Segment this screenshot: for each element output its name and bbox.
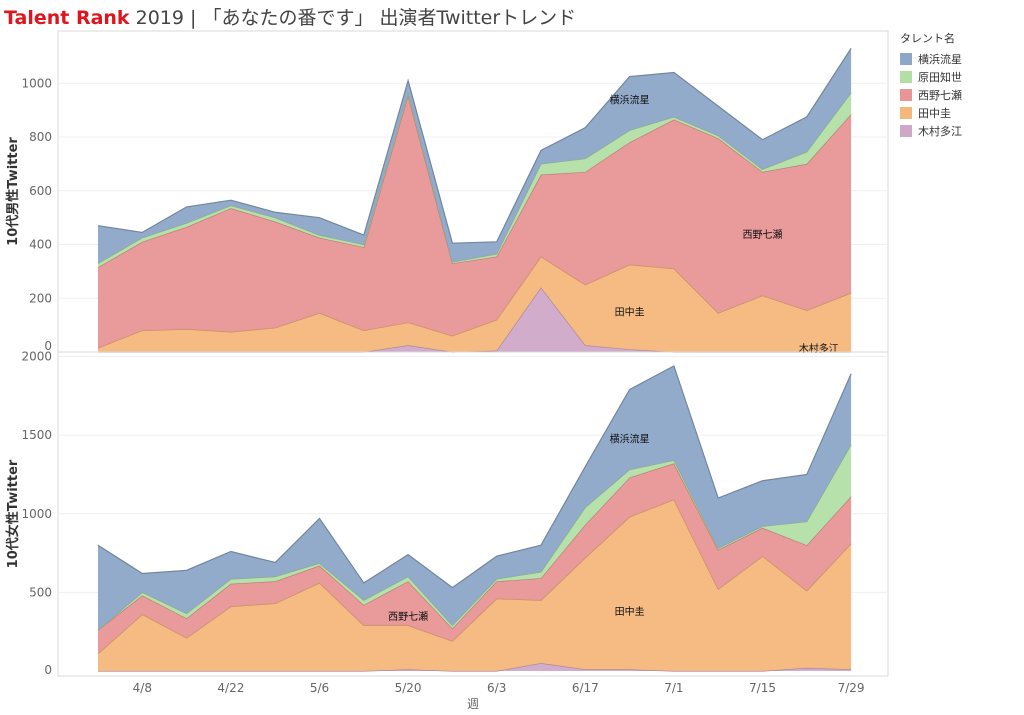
legend-items: 横浜流星原田知世西野七瀬田中圭木村多江 [900, 50, 962, 140]
x-tick-label: 7/1 [664, 681, 683, 695]
legend-title: タレント名 [900, 32, 955, 45]
area-label: 横浜流星 [610, 432, 650, 445]
series-line [97, 48, 852, 244]
area-label: 西野七瀬 [743, 229, 783, 241]
area-label: 木村多江 [799, 342, 839, 355]
legend[interactable]: タレント名 横浜流星原田知世西野七瀬田中圭木村多江 [900, 30, 962, 140]
area-series [98, 499, 852, 671]
legend-item[interactable]: 田中圭 [900, 104, 962, 122]
legend-swatch [900, 89, 912, 101]
legend-label: 木村多江 [918, 125, 962, 138]
title-text: 2019 | 「あなたの番です」 出演者Twitterトレンド [129, 7, 577, 29]
y-tick-label: 200 [29, 291, 52, 305]
legend-item[interactable]: 原田知世 [900, 68, 962, 86]
legend-label: 原田知世 [918, 71, 962, 84]
legend-label: 横浜流星 [918, 53, 962, 66]
area-label: 横浜流星 [610, 93, 650, 106]
y-tick-label: 400 [29, 238, 52, 252]
y-axis-title: 10代女性Twitter [5, 459, 21, 568]
area-label: 田中圭 [615, 605, 645, 618]
area-series [98, 48, 852, 264]
series-line [97, 444, 852, 631]
y-tick-label: 800 [29, 130, 52, 144]
x-axis-title: 週 [467, 697, 479, 711]
x-tick-label: 6/3 [487, 681, 506, 695]
y-tick-label: 600 [29, 184, 52, 198]
page-title: Talent Rank 2019 | 「あなたの番です」 出演者Twitterト… [4, 3, 576, 30]
y-tick-label: 1500 [21, 428, 52, 442]
legend-item[interactable]: 木村多江 [900, 122, 962, 140]
x-tick-label: 7/15 [749, 681, 776, 695]
legend-item[interactable]: 横浜流星 [900, 50, 962, 68]
area-label: 田中圭 [615, 306, 645, 319]
y-axis-title: 10代男性Twitter [5, 137, 21, 246]
y-tick-label: 2000 [21, 350, 52, 364]
area-series [98, 92, 852, 268]
y-tick-label: 1000 [21, 76, 52, 90]
x-tick-label: 7/29 [838, 681, 865, 695]
area-label: 西野七瀬 [388, 611, 428, 623]
x-tick-label: 6/17 [572, 681, 599, 695]
x-tick-label: 5/20 [395, 681, 422, 695]
legend-swatch [900, 107, 912, 119]
area-series [98, 95, 852, 348]
x-tick-label: 5/6 [310, 681, 329, 695]
y-tick-label: 0 [44, 663, 52, 677]
area-series [98, 365, 852, 631]
x-tick-label: 4/8 [133, 681, 152, 695]
x-tick-label: 4/22 [217, 681, 244, 695]
brand-name: Talent Rank [4, 7, 130, 29]
legend-item[interactable]: 西野七瀬 [900, 86, 962, 104]
y-tick-label: 500 [29, 585, 52, 599]
legend-swatch [900, 53, 912, 65]
legend-label: 田中圭 [918, 107, 951, 120]
area-series [98, 463, 852, 654]
legend-swatch [900, 71, 912, 83]
y-tick-label: 1000 [21, 507, 52, 521]
y-tick-label: 0 [44, 339, 52, 353]
area-series [98, 256, 852, 352]
series-line [97, 365, 852, 589]
legend-label: 西野七瀬 [918, 89, 962, 102]
legend-swatch [900, 125, 912, 137]
